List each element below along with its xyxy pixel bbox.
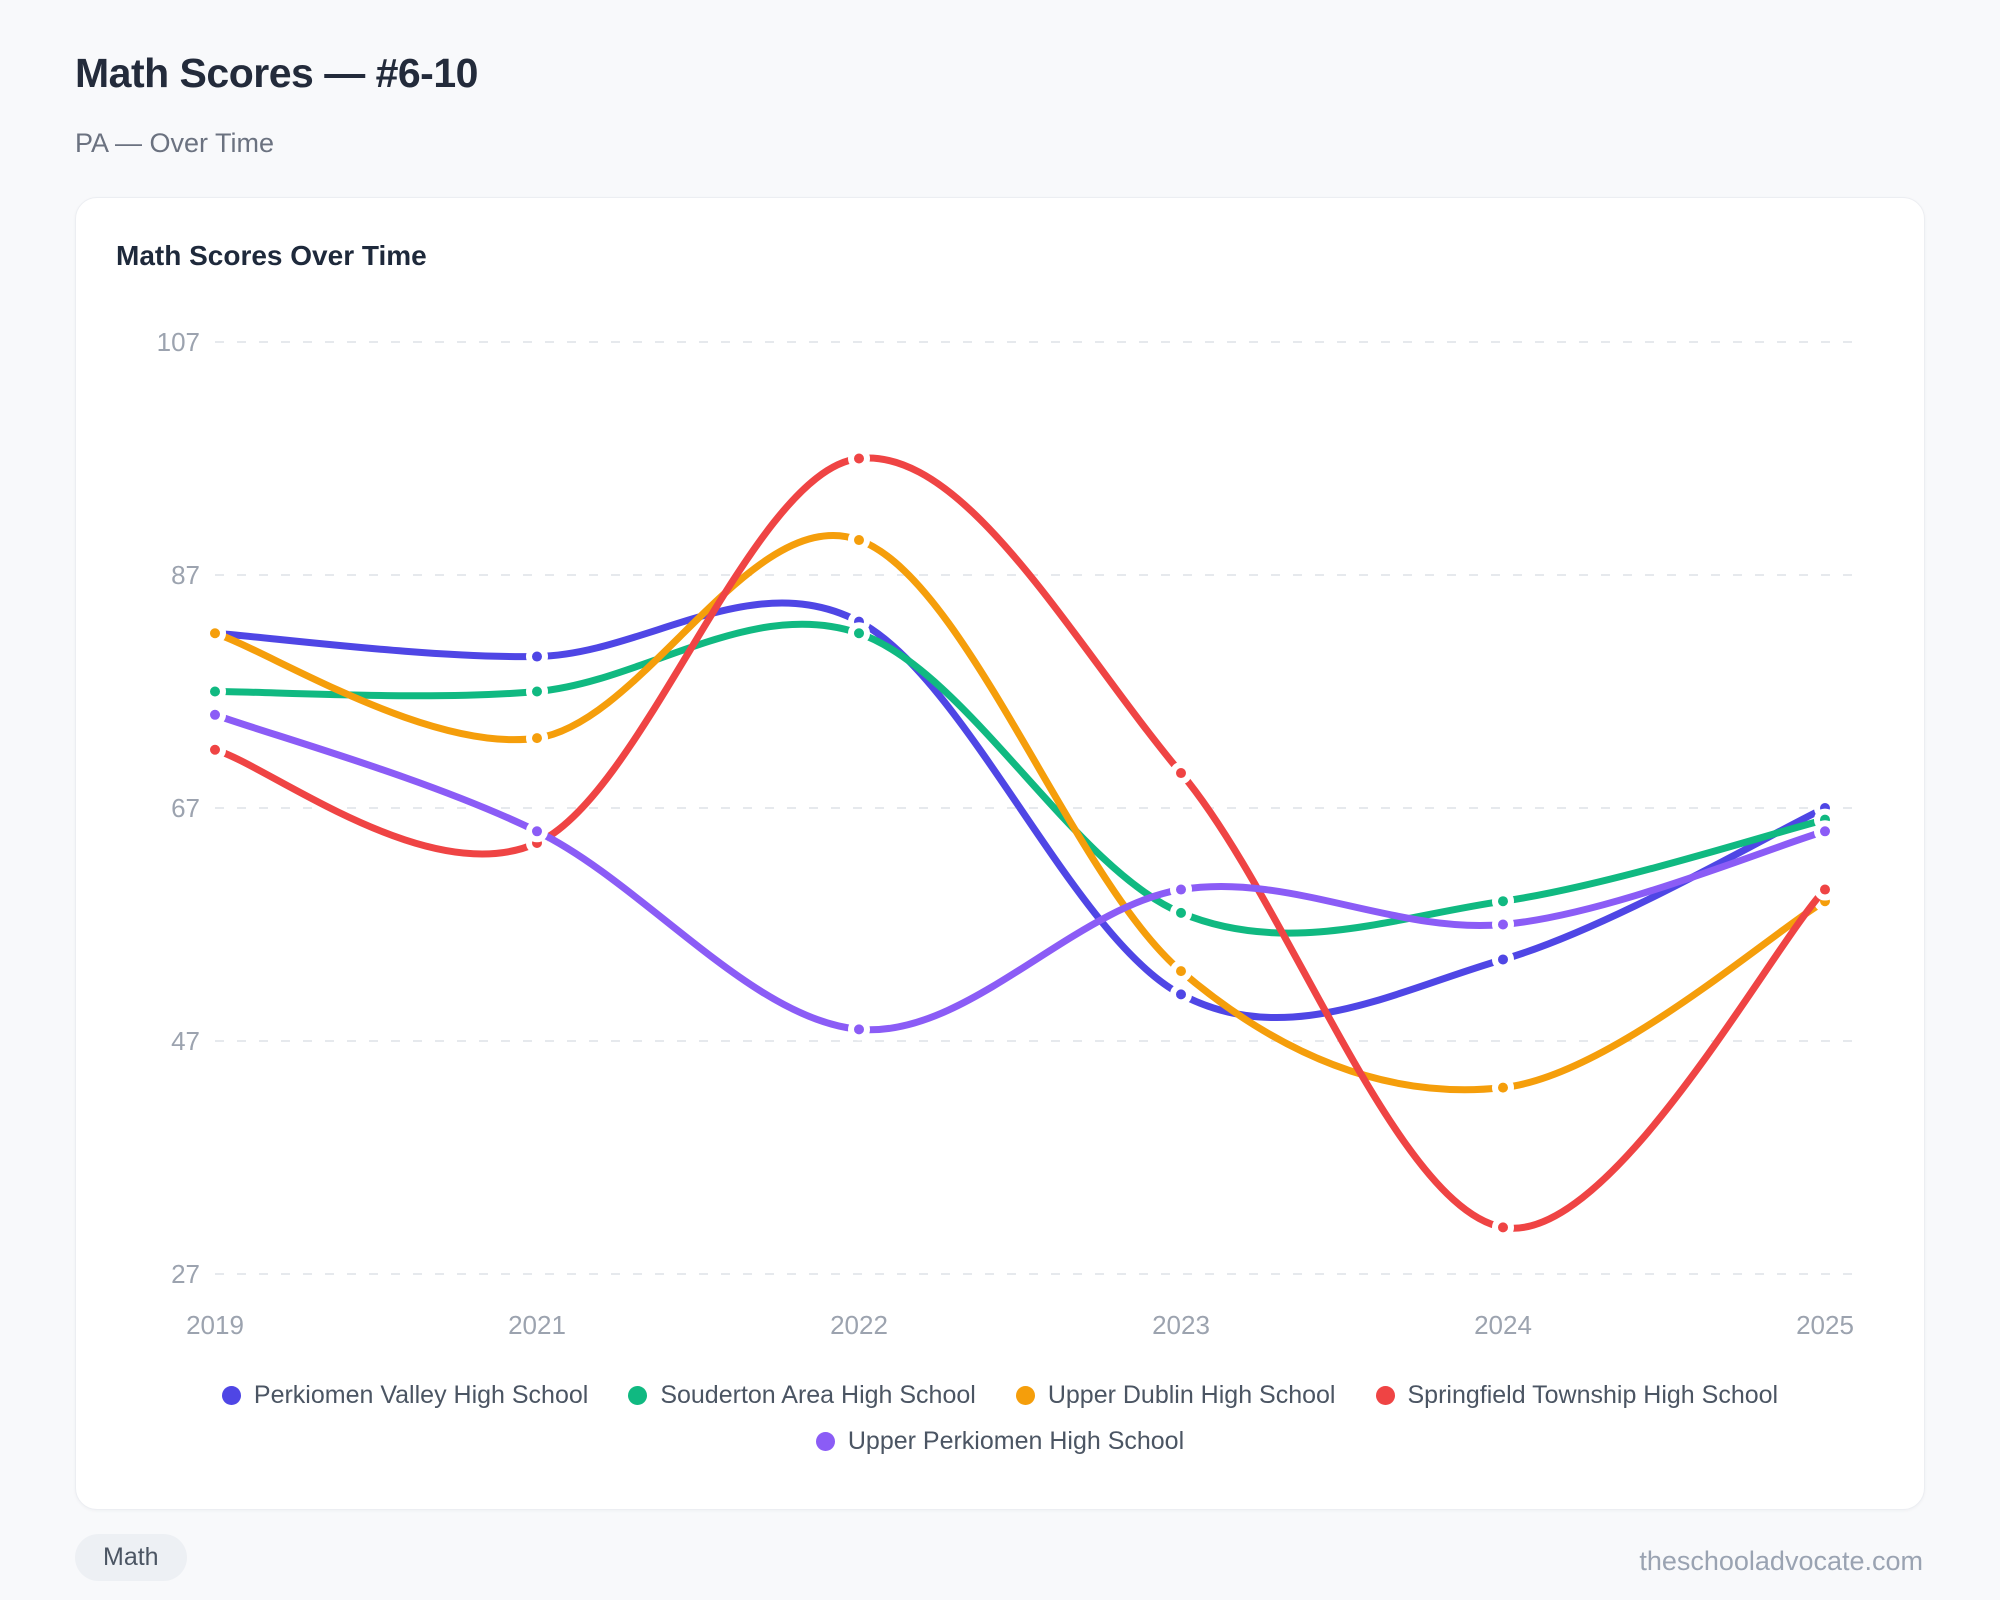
legend-dot-icon — [1375, 1386, 1395, 1405]
chart-title: Math Scores Over Time — [116, 240, 427, 271]
subject-badge: Math — [75, 1534, 187, 1581]
legend-dot-icon — [1015, 1386, 1035, 1405]
legend-item: Springfield Township High School — [1375, 1381, 1779, 1410]
chart-card: Math Scores Over Time Perkiomen Valley H… — [75, 197, 1925, 1510]
legend-row-2: Upper Perkiomen High School — [815, 1427, 1185, 1456]
legend-dot-icon — [221, 1386, 241, 1405]
legend-item: Upper Dublin High School — [1015, 1381, 1336, 1410]
legend-dot-icon — [815, 1432, 835, 1451]
legend-item: Upper Perkiomen High School — [815, 1427, 1185, 1456]
legend-item: Souderton Area High School — [628, 1381, 976, 1410]
chart-legend: Perkiomen Valley High School Souderton Ar… — [76, 1381, 1924, 1456]
legend-label: Springfield Township High School — [1407, 1381, 1779, 1409]
legend-dot-icon — [628, 1386, 648, 1405]
legend-label: Upper Dublin High School — [1047, 1381, 1336, 1409]
legend-item: Perkiomen Valley High School — [221, 1381, 589, 1410]
legend-label: Upper Perkiomen High School — [847, 1427, 1185, 1455]
legend-label: Souderton Area High School — [660, 1381, 976, 1409]
page-subtitle: PA — Over Time — [75, 128, 275, 158]
legend-row-1: Perkiomen Valley High School Souderton Ar… — [221, 1381, 1779, 1410]
page-title: Math Scores — #6-10 — [75, 50, 478, 96]
site-attribution: theschooladvocate.com — [1639, 1546, 1923, 1576]
legend-label: Perkiomen Valley High School — [253, 1381, 589, 1409]
